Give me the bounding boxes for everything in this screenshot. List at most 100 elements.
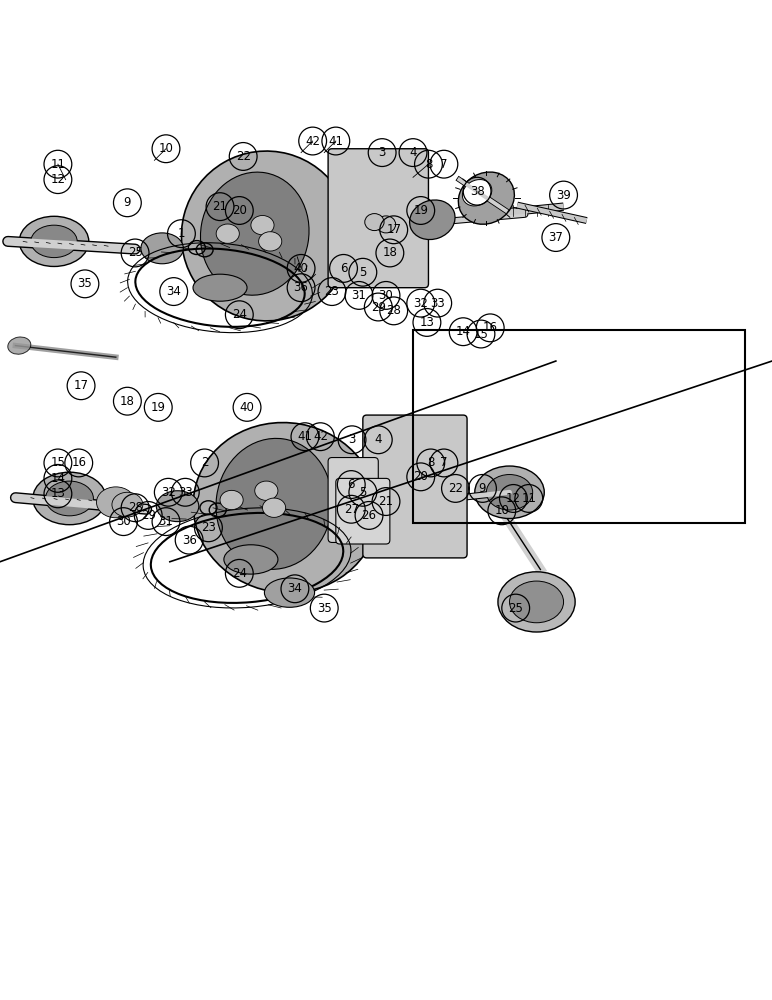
Text: 9: 9 — [479, 482, 486, 495]
Text: 24: 24 — [232, 308, 247, 321]
Ellipse shape — [498, 572, 575, 632]
Ellipse shape — [264, 578, 314, 607]
Text: 29: 29 — [371, 301, 386, 314]
Text: 33: 33 — [430, 297, 445, 310]
Text: 13: 13 — [50, 487, 66, 500]
Text: 11: 11 — [521, 492, 537, 505]
Text: 19: 19 — [151, 401, 166, 414]
Text: 12: 12 — [50, 173, 66, 186]
Ellipse shape — [410, 200, 455, 240]
Text: 26: 26 — [361, 509, 377, 522]
Ellipse shape — [201, 172, 309, 295]
Text: 32: 32 — [413, 297, 428, 310]
Text: 5: 5 — [359, 486, 367, 499]
Ellipse shape — [364, 214, 384, 231]
Text: 18: 18 — [382, 246, 398, 259]
Text: 29: 29 — [141, 509, 156, 522]
Ellipse shape — [486, 475, 533, 510]
Text: 36: 36 — [181, 534, 197, 547]
Text: 17: 17 — [73, 379, 89, 392]
Text: 8: 8 — [425, 158, 432, 171]
Text: 21: 21 — [378, 495, 394, 508]
Text: 3: 3 — [378, 146, 386, 159]
FancyBboxPatch shape — [328, 458, 378, 542]
Text: 34: 34 — [166, 285, 181, 298]
Text: 20: 20 — [232, 204, 247, 217]
Ellipse shape — [96, 487, 135, 518]
Text: 21: 21 — [212, 200, 228, 213]
Text: 41: 41 — [297, 430, 313, 443]
Text: 1: 1 — [178, 227, 185, 240]
Text: 40: 40 — [239, 401, 255, 414]
Text: 39: 39 — [556, 189, 571, 202]
Text: 14: 14 — [50, 472, 66, 485]
Ellipse shape — [262, 498, 286, 517]
Ellipse shape — [193, 274, 247, 301]
Ellipse shape — [193, 423, 378, 593]
Ellipse shape — [224, 545, 278, 574]
Text: 12: 12 — [506, 492, 521, 505]
Text: 38: 38 — [469, 185, 485, 198]
Text: 23: 23 — [201, 521, 216, 534]
Text: 4: 4 — [374, 433, 382, 446]
Text: 20: 20 — [413, 470, 428, 483]
Text: 31: 31 — [158, 515, 174, 528]
Text: 37: 37 — [548, 231, 564, 244]
Text: 16: 16 — [71, 456, 86, 469]
Text: 42: 42 — [305, 135, 320, 148]
Text: 23: 23 — [324, 285, 340, 298]
Ellipse shape — [459, 172, 514, 224]
Text: 13: 13 — [419, 316, 435, 329]
Ellipse shape — [156, 491, 198, 522]
Text: 8: 8 — [427, 456, 435, 469]
Text: 7: 7 — [440, 158, 448, 171]
Text: 14: 14 — [455, 325, 471, 338]
Ellipse shape — [251, 216, 274, 235]
Text: 35: 35 — [77, 277, 93, 290]
Text: 32: 32 — [161, 486, 176, 499]
Text: 6: 6 — [340, 262, 347, 275]
Ellipse shape — [259, 232, 282, 251]
Text: 24: 24 — [232, 567, 247, 580]
Ellipse shape — [220, 490, 243, 510]
Text: 42: 42 — [313, 430, 328, 443]
Text: 30: 30 — [378, 289, 394, 302]
Text: 25: 25 — [127, 246, 143, 259]
Ellipse shape — [46, 481, 93, 516]
FancyBboxPatch shape — [328, 149, 428, 288]
Ellipse shape — [31, 225, 77, 258]
Text: 31: 31 — [351, 289, 367, 302]
Ellipse shape — [112, 492, 143, 517]
Text: 36: 36 — [293, 281, 309, 294]
Text: 35: 35 — [317, 602, 332, 615]
Text: 28: 28 — [386, 304, 401, 317]
Ellipse shape — [19, 216, 89, 266]
Text: 2: 2 — [201, 456, 208, 469]
Text: 10: 10 — [494, 504, 510, 517]
Text: 27: 27 — [344, 503, 359, 516]
Ellipse shape — [255, 481, 278, 500]
Text: 5: 5 — [359, 266, 367, 279]
Text: 10: 10 — [158, 142, 174, 155]
Ellipse shape — [377, 216, 395, 233]
FancyBboxPatch shape — [336, 478, 390, 544]
Text: 28: 28 — [127, 501, 143, 514]
Text: 9: 9 — [124, 196, 131, 209]
FancyBboxPatch shape — [363, 415, 467, 558]
Ellipse shape — [181, 151, 351, 321]
Ellipse shape — [216, 224, 239, 243]
Text: 41: 41 — [328, 135, 344, 148]
Ellipse shape — [8, 337, 31, 354]
Text: 17: 17 — [386, 223, 401, 236]
Text: 6: 6 — [347, 478, 355, 491]
Text: 11: 11 — [50, 158, 66, 171]
Ellipse shape — [141, 233, 183, 264]
Text: 33: 33 — [178, 486, 193, 499]
Text: 40: 40 — [293, 262, 309, 275]
Text: 15: 15 — [473, 328, 489, 341]
Text: 34: 34 — [287, 582, 303, 595]
Text: 7: 7 — [440, 456, 448, 469]
Text: 22: 22 — [235, 150, 251, 163]
Text: 18: 18 — [120, 395, 135, 408]
Text: 22: 22 — [448, 482, 463, 495]
